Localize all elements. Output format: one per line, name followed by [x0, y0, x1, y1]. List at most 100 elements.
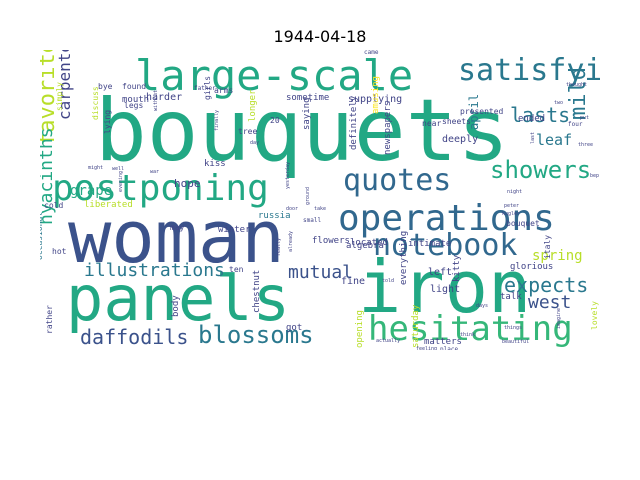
word-imagine: imagine: [556, 308, 562, 329]
word-notebook: notebook: [373, 228, 518, 263]
word-hope: hope: [174, 177, 201, 190]
word-cold: cold: [44, 201, 63, 210]
word-algebra: algebra: [346, 241, 384, 251]
word-last: last: [530, 132, 536, 144]
word-place: place: [440, 346, 458, 350]
word-body: body: [171, 295, 181, 317]
word-really: really: [276, 238, 282, 256]
word-yesterday: yesterday: [285, 162, 291, 189]
word-newspapers: newspapers: [383, 101, 393, 155]
word-showers: showers: [490, 156, 591, 184]
word-satisfying: satisfying: [458, 53, 600, 88]
word-things: things: [504, 325, 522, 331]
word-april: april: [467, 94, 481, 130]
word-everything: everything: [399, 231, 409, 285]
word-simply: simply: [55, 82, 64, 111]
word-flowers: flowers: [312, 236, 350, 246]
word-winter: winter: [218, 225, 251, 235]
word-left: left: [428, 267, 452, 278]
word-father: father: [194, 85, 216, 92]
word-definitely: definitely: [349, 95, 359, 150]
word-mouth: mouth: [122, 95, 149, 105]
word-postponing: postponing: [52, 168, 269, 209]
word-may: may: [170, 223, 185, 232]
word-near: near: [422, 119, 441, 128]
word-war: war: [150, 169, 159, 175]
word-large-scale: large-scale: [135, 51, 413, 100]
word-got: got: [286, 323, 302, 333]
chart-title: 1944-04-18: [273, 27, 367, 46]
word-spring: spring: [532, 248, 583, 264]
word-saying: saying: [302, 97, 312, 130]
word-longer: longer: [248, 89, 258, 122]
word-carpenter: carpenter: [55, 50, 74, 120]
word-actually: actually: [376, 338, 400, 344]
word-mutual: mutual: [288, 262, 353, 283]
word-west: west: [528, 292, 571, 313]
word-illustrations: illustrations: [84, 260, 225, 281]
word-occasional: occasional: [40, 212, 44, 260]
word-think: think: [460, 332, 475, 338]
word-bep: bep: [590, 173, 599, 179]
word-light: light: [430, 284, 460, 295]
word-italy: italy: [543, 235, 552, 259]
word-feeling: feeling: [416, 346, 437, 350]
word-chestnut: chestnut: [252, 270, 262, 313]
word-kiss: kiss: [204, 159, 226, 169]
word-already: already: [288, 231, 294, 252]
word-discuss: discuss: [91, 86, 100, 120]
word-bouquets: bouquets: [95, 81, 509, 181]
word-without: without: [153, 90, 159, 111]
word-days: days: [476, 303, 488, 309]
word-three: three: [578, 142, 593, 148]
word-found: found: [122, 82, 146, 91]
word-operations: operations: [338, 198, 555, 239]
word-small: small: [303, 217, 321, 224]
word-bye: bye: [98, 82, 113, 91]
word-kitty: kitty: [452, 254, 462, 282]
word-two: two: [554, 100, 563, 106]
word-might: might: [88, 165, 103, 171]
word-grape: grape: [70, 183, 112, 199]
word-matters: matters: [424, 337, 462, 347]
word-talk: talk: [500, 292, 522, 302]
word-hesitating: hesitating: [368, 309, 573, 349]
word-bouquet: bouquet: [506, 219, 540, 228]
word-daffodils: daffodils: [80, 325, 188, 349]
word-fine: fine: [341, 276, 365, 287]
word-legs: legs: [124, 101, 143, 110]
word-hyacinths: hyacinths: [40, 127, 57, 225]
word-sometime: sometime: [286, 93, 329, 103]
word-evening: evening: [118, 171, 124, 192]
word-came: came: [364, 50, 379, 56]
word-intimate: intimate: [408, 239, 451, 249]
word-arms: arms: [214, 86, 233, 95]
word-girls: girls: [203, 76, 212, 100]
word-ten: ten: [229, 265, 244, 274]
word-finally: finally: [214, 110, 220, 131]
word-saturday: saturday: [411, 304, 421, 348]
word-liberated: liberated: [84, 200, 133, 210]
word-mild: mild: [566, 67, 591, 120]
word-woman: woman: [68, 195, 285, 279]
word-blossoms: blossoms: [198, 321, 314, 349]
word-day: day: [250, 140, 259, 146]
word-expects: expects: [504, 273, 588, 297]
word-russia: russia: [258, 211, 291, 221]
word-beautiful: beautiful: [502, 339, 529, 345]
word-lasts: lasts: [510, 103, 570, 127]
word-ground: ground: [305, 187, 311, 205]
word-supplying: supplying: [348, 94, 402, 105]
word-put: put: [580, 115, 589, 121]
word-harder: harder: [146, 92, 182, 103]
word-panels: panels: [66, 262, 290, 335]
word-ended: ended: [518, 114, 545, 124]
word-quotes: quotes: [343, 163, 451, 198]
word-favorite: favorite: [40, 50, 60, 146]
word-opening: opening: [355, 310, 365, 348]
word-thought: thought: [566, 82, 587, 88]
word-well: well: [112, 166, 124, 172]
word-sheets: sheets: [442, 117, 471, 126]
word-amusing: amusing: [371, 76, 381, 114]
